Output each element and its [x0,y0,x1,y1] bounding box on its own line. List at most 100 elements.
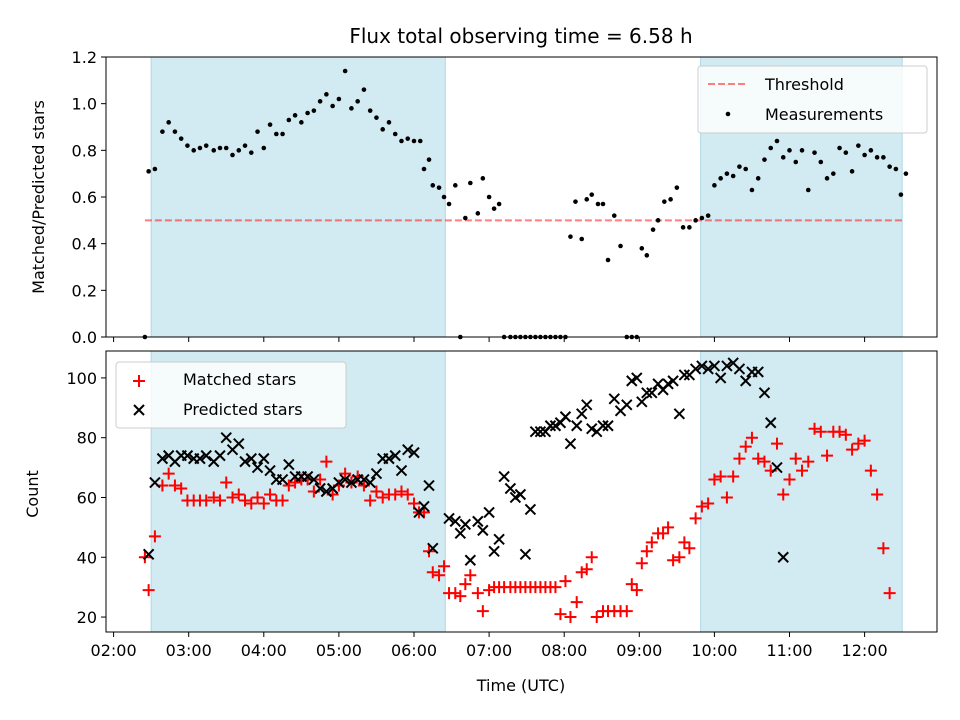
matched-star-point [852,437,865,450]
predicted-star-point [408,446,420,459]
measurement-point [737,164,742,169]
measurement-point [793,159,799,165]
bottom-y-tick-label: 100 [66,369,97,388]
top-y-tick-label: 0.2 [72,281,97,300]
measurement-point [480,176,486,181]
measurement-point [236,148,242,153]
measurement-point [724,171,730,176]
predicted-star-point [702,363,714,375]
predicted-star-point [758,387,771,399]
matched-star-point [645,536,658,549]
predicted-star-point [283,458,295,471]
measurement-point [355,99,360,104]
measurement-point [417,138,423,144]
measurement-point [223,145,229,151]
predicted-star-point [529,426,542,438]
measurement-point [317,99,323,104]
bottom-matched-points [138,422,896,624]
measurement-point [399,138,404,144]
predicted-legend-swatch [133,404,145,416]
bottom-x-tick-label: 07:00 [466,641,512,660]
predicted-star-point [544,420,557,432]
predicted-star-point [402,443,414,456]
matched-legend-swatch [133,375,145,387]
matched-star-point [833,425,846,438]
bottom-predicted-points [142,357,789,566]
top-x-ticks [113,337,866,342]
measurement-point [274,131,279,137]
chart-title: Flux total observing time = 6.58 h [349,24,692,48]
matched-star-point [657,527,670,540]
measurement-point [595,201,601,207]
measurement-point [146,169,151,174]
matched-star-point [689,512,702,525]
measurement-point [380,127,386,132]
measurement-point [446,201,452,207]
measurement-point [324,92,329,97]
measurement-point [486,194,492,200]
bottom-legend: Matched stars Predicted stars [115,361,347,429]
predicted-star-point [519,548,532,560]
measurement-point [655,218,661,223]
measurements-legend-label: Measurements [765,105,883,124]
measurement-point [699,215,705,221]
measurement-point [662,199,667,204]
predicted-star-point [667,375,679,387]
matched-star-point [871,488,884,501]
predicted-star-point [454,527,467,540]
measurement-point [849,169,855,174]
matched-star-point [220,476,233,489]
measurement-point [799,148,805,153]
predicted-star-point [181,449,194,462]
measurement-point [573,199,578,204]
measurement-point [893,166,899,172]
predicted-star-point [641,387,653,399]
matched-star-point [814,425,827,438]
measurement-point [405,136,411,141]
bottom-x-tick-label: 11:00 [766,641,812,660]
bottom-x-tick-label: 04:00 [241,641,287,660]
predicted-star-point [602,420,614,432]
matched-star-point [554,608,567,621]
predicted-star-point [459,518,472,531]
measurement-point [160,129,165,134]
predicted-star-point [449,515,462,528]
top-panel: 0.0 0.2 0.4 0.6 0.8 1.0 1.2 Matched/Predicted … [29,48,938,347]
measurement-point [230,152,235,158]
predicted-star-point [483,506,495,519]
predicted-star-point [308,473,320,486]
matched-star-point [438,560,451,573]
measurement-point [386,120,392,125]
predicted-star-point [423,479,435,492]
matched-star-point [733,452,746,465]
measurement-point [374,115,379,120]
predicted-star-point [364,476,376,489]
measurement-point [185,143,190,148]
measurement-point [349,106,354,111]
predicted-legend-label: Predicted stars [183,400,303,419]
predicted-star-point [233,437,245,450]
matched-star-point [821,449,834,462]
predicted-star-point [771,461,783,474]
measurement-point [611,213,617,218]
measurement-point [172,129,178,134]
matched-star-point [339,467,352,480]
predicted-star-point [418,500,430,513]
predicted-star-point [646,387,658,399]
bottom-x-tick-label: 10:00 [691,641,737,660]
measurement-point [311,108,317,113]
matched-star-point [758,455,771,468]
measurement-point [261,145,267,151]
measurement-point [674,185,680,190]
measurement-point [336,96,342,102]
measurement-point [475,211,481,216]
measurement-point [668,197,673,202]
matched-star-point [564,611,577,624]
matched-star-point [207,491,220,504]
matched-star-point [264,488,277,501]
top-y-axis-label: Matched/Predicted stars [29,100,48,294]
matched-star-point [620,605,633,618]
measurement-point [496,201,502,207]
measurement-point [453,183,458,188]
measurement-point [805,187,811,193]
